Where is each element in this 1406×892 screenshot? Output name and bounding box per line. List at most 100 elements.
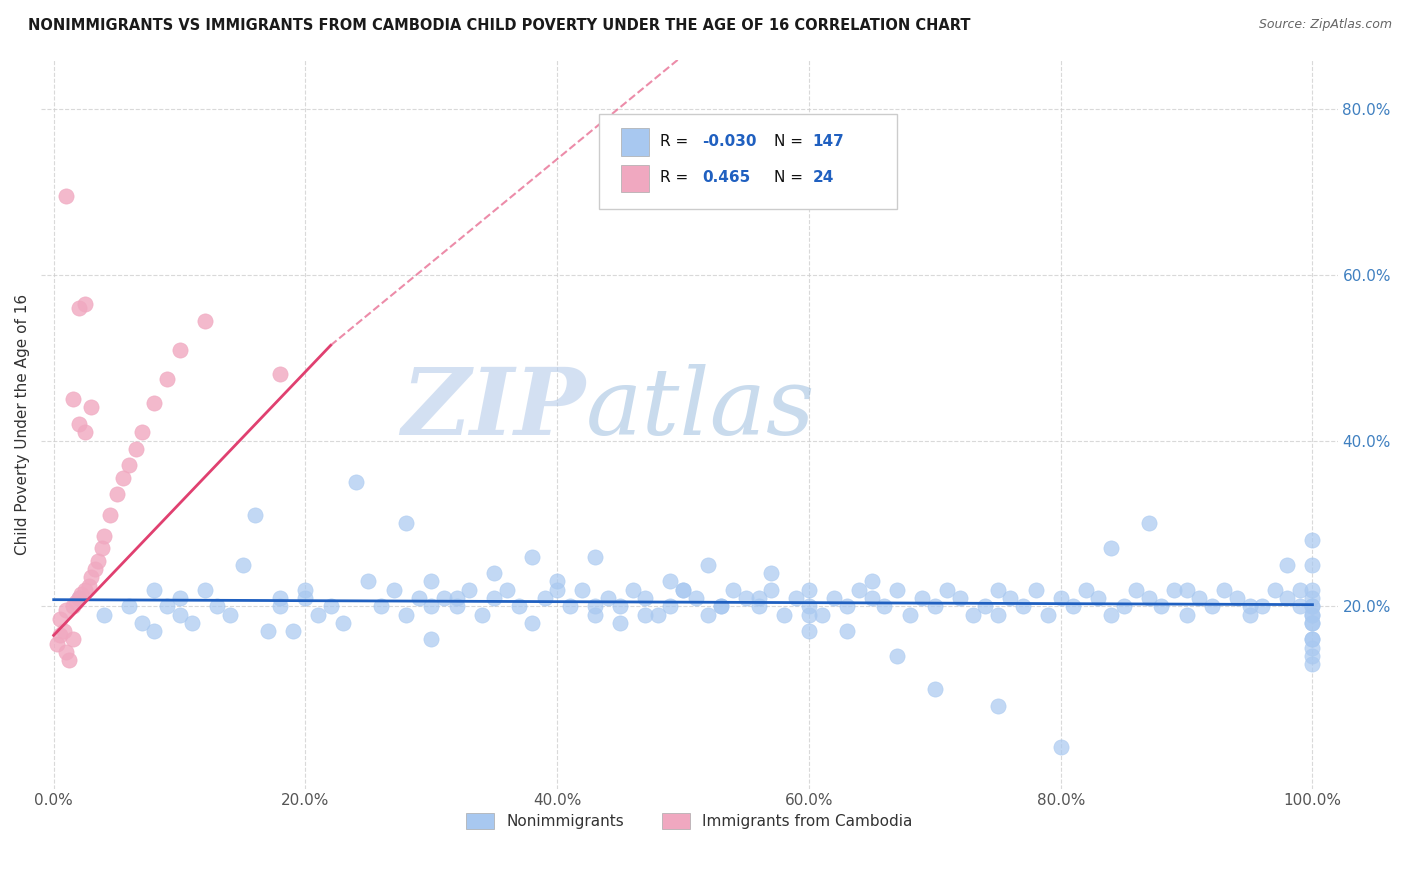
Point <box>797 624 820 639</box>
Text: 24: 24 <box>813 170 834 186</box>
Point <box>131 615 153 630</box>
Point <box>1264 582 1286 597</box>
FancyBboxPatch shape <box>599 114 897 209</box>
Point <box>75 425 97 440</box>
Point <box>169 343 191 357</box>
Point <box>609 599 631 614</box>
Point <box>1025 582 1047 597</box>
Point <box>55 189 77 203</box>
Text: 0.465: 0.465 <box>703 170 751 186</box>
Point <box>332 615 354 630</box>
Point <box>1301 582 1323 597</box>
Text: NONIMMIGRANTS VS IMMIGRANTS FROM CAMBODIA CHILD POVERTY UNDER THE AGE OF 16 CORR: NONIMMIGRANTS VS IMMIGRANTS FROM CAMBODI… <box>28 18 970 33</box>
Point <box>583 549 606 564</box>
Point <box>219 607 242 622</box>
Point <box>420 599 443 614</box>
Point <box>848 582 870 597</box>
Point <box>1000 591 1022 605</box>
Point <box>1289 582 1312 597</box>
Point <box>1012 599 1035 614</box>
Point <box>1175 582 1198 597</box>
Point <box>1239 599 1261 614</box>
Point <box>124 442 146 456</box>
Text: -0.030: -0.030 <box>703 134 756 149</box>
Point <box>408 591 430 605</box>
Point <box>911 591 934 605</box>
Point <box>484 566 506 581</box>
Point <box>1226 591 1249 605</box>
Point <box>1301 648 1323 663</box>
Point <box>723 582 745 597</box>
Point <box>62 599 84 614</box>
Point <box>1301 615 1323 630</box>
Point <box>84 562 107 576</box>
Point <box>785 591 807 605</box>
Point <box>307 607 329 622</box>
Point <box>1277 558 1299 572</box>
Point <box>484 591 506 605</box>
Point <box>256 624 278 639</box>
Point <box>80 401 103 415</box>
Point <box>949 591 972 605</box>
Point <box>319 599 342 614</box>
Point <box>433 591 456 605</box>
Point <box>420 632 443 647</box>
Point <box>169 607 191 622</box>
Point <box>1301 640 1323 655</box>
Point <box>1049 591 1071 605</box>
Point <box>118 458 141 473</box>
Point <box>143 396 166 410</box>
Point <box>924 599 946 614</box>
Point <box>67 417 90 431</box>
Point <box>67 591 90 605</box>
Point <box>546 574 568 589</box>
Point <box>672 582 695 597</box>
Point <box>49 612 72 626</box>
Point <box>571 582 593 597</box>
Point <box>58 653 80 667</box>
Point <box>471 607 494 622</box>
Point <box>207 599 229 614</box>
Point <box>294 582 316 597</box>
Point <box>1277 591 1299 605</box>
Point <box>1087 591 1109 605</box>
Point <box>269 368 291 382</box>
Point <box>697 607 720 622</box>
Point <box>294 591 316 605</box>
Point <box>70 587 93 601</box>
Point <box>1289 599 1312 614</box>
Point <box>52 624 75 639</box>
Text: 147: 147 <box>813 134 844 149</box>
FancyBboxPatch shape <box>620 128 650 156</box>
Point <box>987 582 1010 597</box>
Point <box>62 632 84 647</box>
Point <box>1099 607 1122 622</box>
Point <box>761 582 783 597</box>
Point <box>583 599 606 614</box>
Point <box>1301 599 1323 614</box>
Point <box>169 591 191 605</box>
Point <box>143 624 166 639</box>
Text: ZIP: ZIP <box>401 365 586 455</box>
Point <box>46 636 69 650</box>
Point <box>873 599 896 614</box>
Point <box>55 645 77 659</box>
Point <box>609 615 631 630</box>
Point <box>596 591 619 605</box>
Point <box>685 591 707 605</box>
Point <box>1036 607 1059 622</box>
Point <box>67 591 90 605</box>
Point <box>1062 599 1084 614</box>
Point <box>533 591 555 605</box>
Point <box>659 599 682 614</box>
Point <box>987 607 1010 622</box>
Legend: Nonimmigrants, Immigrants from Cambodia: Nonimmigrants, Immigrants from Cambodia <box>460 807 918 836</box>
Text: Source: ZipAtlas.com: Source: ZipAtlas.com <box>1258 18 1392 31</box>
Point <box>458 582 481 597</box>
Text: atlas: atlas <box>586 365 815 455</box>
Point <box>748 591 770 605</box>
Point <box>1099 541 1122 556</box>
Point <box>143 582 166 597</box>
Point <box>1301 558 1323 572</box>
Point <box>156 599 179 614</box>
